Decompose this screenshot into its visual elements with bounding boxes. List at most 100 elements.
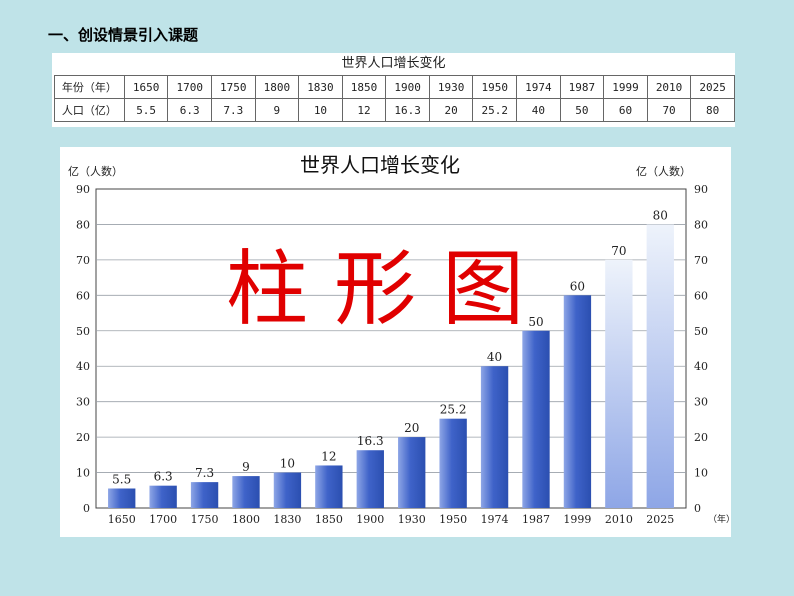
x-axis-unit-label: （年） [708,513,731,525]
table-cell-year: 1750 [211,75,256,99]
y-tick-label-left: 50 [76,325,90,338]
x-tick-label: 1700 [149,513,177,526]
table-cell-year: 1987 [559,75,605,99]
population-bar-chart: 世界人口增长变化 亿（人数） 亿（人数） （年） 0 0 10 10 20 20 30 30 4… [68,153,735,526]
data-label: 70 [611,244,626,258]
bar [646,224,674,508]
table-cell-population: 12 [341,98,387,122]
table-cell-population: 40 [516,98,561,122]
table-cell-population: 60 [603,98,648,122]
bar [439,418,467,508]
population-table-panel: 世界人口增长变化 年份（年） 1650 1700 1750 1800 1830 1850 1… [52,53,735,127]
x-tick-label: 1830 [273,513,301,526]
y-tick-label-right: 70 [694,254,708,267]
y-tick-label-left: 80 [76,218,90,231]
table-cell-year: 1830 [298,75,343,99]
table-cell-population: 9 [254,98,300,122]
data-label: 50 [528,315,543,329]
y-tick-label-right: 40 [694,360,708,373]
x-tick-label: 1850 [315,513,343,526]
bar [190,482,219,508]
data-label: 6.3 [154,470,173,484]
bar [398,437,426,508]
table-cell-population: 5.5 [123,98,169,122]
y-tick-label-left: 30 [76,396,90,409]
table-cell-year: 1650 [123,75,169,99]
y-tick-label-left: 0 [83,502,90,515]
chart-title: 世界人口增长变化 [300,153,460,177]
data-label: 60 [570,279,585,293]
bar [232,476,260,508]
bar [108,488,136,508]
table-cell-population: 16.3 [385,98,430,122]
table-cell-population: 7.3 [211,98,256,122]
table-cell-year: 1930 [428,75,474,99]
x-tick-label: 2010 [605,513,633,526]
table-cell-population: 50 [559,98,605,122]
y-axis-right-label: 亿（人数） [636,165,691,178]
table-title: 世界人口增长变化 [341,56,446,71]
y-tick-label-right: 90 [694,183,708,196]
data-label: 7.3 [195,466,214,480]
table-row-header: 年份（年） [54,75,125,99]
x-tick-label: 1999 [563,513,591,526]
y-tick-label-right: 0 [694,502,701,515]
bar [149,485,177,508]
y-tick-label-left: 20 [76,431,90,444]
table-cell-population: 6.3 [167,98,212,122]
y-tick-label-left: 10 [76,467,90,480]
table-cell-population: 70 [646,98,692,122]
table-row-years: 年份（年） 1650 1700 1750 1800 1830 1850 1900 1930 19… [54,75,735,99]
y-tick-label-left: 60 [76,289,90,302]
table-row-header: 人口（亿） [54,98,125,122]
table-cell-year: 1900 [385,75,430,99]
y-tick-label-right: 50 [694,325,708,338]
table-cell-year: 2010 [646,75,692,99]
y-tick-label-right: 30 [694,396,708,409]
data-label: 25.2 [440,403,467,417]
data-label: 10 [280,457,295,471]
table-cell-year: 2025 [690,75,735,99]
bar [480,366,509,508]
x-tick-label: 1900 [356,513,384,526]
data-label: 40 [487,350,502,364]
y-tick-label-right: 20 [694,431,708,444]
data-label: 9 [242,460,250,474]
y-tick-label-left: 90 [76,183,90,196]
table-cell-population: 20 [428,98,474,122]
bar [356,450,384,508]
data-label: 12 [321,449,336,463]
y-tick-label-right: 80 [694,218,708,231]
data-label: 80 [653,208,668,222]
y-tick-label-left: 40 [76,360,90,373]
x-tick-label: 1750 [191,513,219,526]
slide-heading: 一、创设情景引入课题 [48,26,199,44]
x-tick-label: 1974 [481,513,509,526]
table-cell-year: 1800 [254,75,300,99]
bar [563,295,592,508]
bar [273,472,302,508]
table-cell-year: 1950 [472,75,518,99]
table-cell-population: 10 [298,98,343,122]
x-tick-label: 1930 [398,513,426,526]
data-label: 16.3 [357,434,384,448]
y-axis-left-label: 亿（人数） [68,165,123,178]
y-tick-label-right: 60 [694,289,708,302]
x-tick-label: 1800 [232,513,260,526]
chart-panel: 世界人口增长变化 亿（人数） 亿（人数） （年） 0 0 10 10 20 20 30 30 4… [60,147,735,537]
y-tick-label-left: 70 [76,254,90,267]
overlay-text: 柱 形 图 [226,242,524,337]
plot-frame [95,188,687,509]
y-tick-label-right: 10 [694,467,708,480]
table-cell-year: 1850 [341,75,387,99]
table-cell-year: 1700 [167,75,212,99]
data-label: 20 [404,421,419,435]
x-tick-label: 1650 [108,513,136,526]
table-cell-population: 25.2 [472,98,518,122]
x-tick-label: 1987 [522,513,550,526]
table-cell-population: 80 [690,98,735,122]
bar [315,465,343,508]
table-cell-year: 1974 [516,75,561,99]
data-label: 5.5 [112,473,131,487]
table-cell-year: 1999 [603,75,648,99]
